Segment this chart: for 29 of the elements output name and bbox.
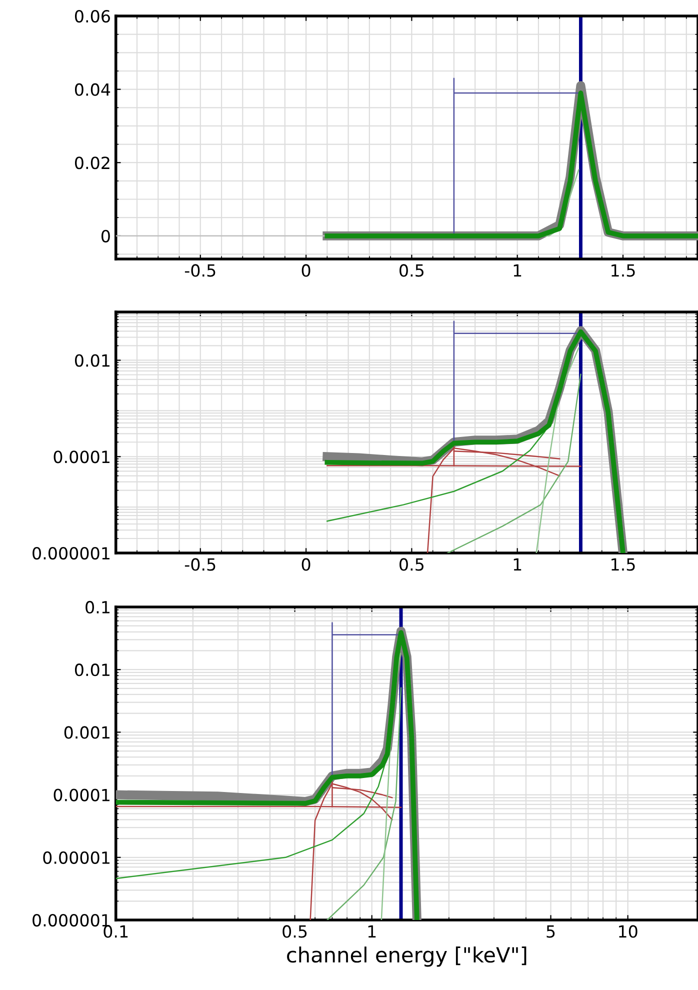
x-tick-label: 10 [619, 925, 638, 938]
y-tick-label: 0.000001 [32, 914, 110, 927]
x-tick-label: 1 [368, 925, 376, 938]
x-tick-label: -0.5 [184, 558, 216, 571]
x-tick-label: 0.5 [400, 558, 424, 571]
y-tick-label: 0.01 [74, 664, 110, 676]
x-tick-label: 1.5 [612, 264, 635, 277]
x-tick-label: 1.5 [612, 558, 635, 571]
y-tick-label: 0.06 [74, 10, 110, 23]
y-tick-label: 0 [102, 230, 110, 242]
x-tick-label: -0.5 [184, 264, 216, 277]
y-tick-label: 0.001 [64, 726, 110, 739]
x-axis-title: channel energy ["keV"] [287, 946, 526, 967]
x-tick-label: 1 [514, 264, 522, 277]
y-tick-label: 0.0001 [54, 450, 110, 464]
y-tick-label: 0.04 [74, 83, 110, 96]
x-tick-label: 0 [302, 264, 310, 277]
x-tick-label: 1 [514, 558, 522, 571]
y-tick-label: 0.01 [74, 354, 110, 367]
x-tick-label: 0.5 [282, 925, 307, 938]
x-tick-label: 5 [546, 925, 555, 938]
y-tick-label: 0.1 [86, 600, 110, 614]
x-tick-label: 0.1 [104, 925, 128, 938]
y-tick-label: 0.0001 [54, 788, 110, 802]
x-tick-label: 0 [302, 558, 310, 571]
y-tick-label: 0.000001 [32, 546, 110, 560]
x-tick-label: 0.5 [400, 264, 424, 277]
y-tick-label: 0.00001 [43, 851, 110, 864]
y-tick-label: 0.02 [74, 156, 110, 170]
